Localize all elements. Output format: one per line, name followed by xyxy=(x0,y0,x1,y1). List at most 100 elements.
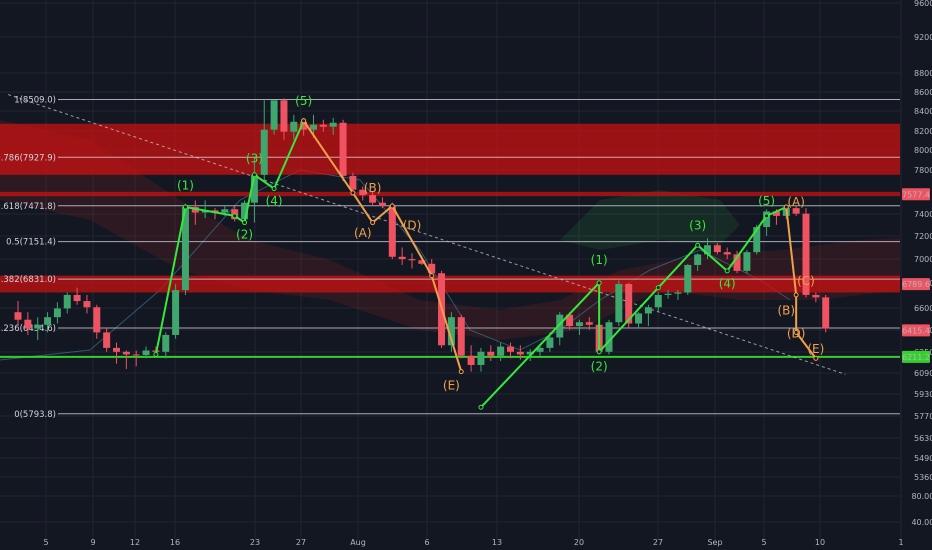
candle-body[interactable] xyxy=(763,211,771,228)
candle-body[interactable] xyxy=(24,319,32,329)
candle-body[interactable] xyxy=(644,307,652,314)
price-tag xyxy=(902,188,930,201)
impulse-wave-pivot xyxy=(695,242,701,248)
candle-body[interactable] xyxy=(743,252,751,271)
candle-body[interactable] xyxy=(772,211,780,216)
candle-body[interactable] xyxy=(566,314,574,327)
correction-wave-label: (A) xyxy=(354,226,372,240)
candle-body[interactable] xyxy=(73,294,81,302)
y-axis-tick: 6600.0 xyxy=(914,304,932,313)
price-tag-label: 6789.6 xyxy=(902,280,930,289)
candle-body[interactable] xyxy=(290,121,298,132)
candle-body[interactable] xyxy=(122,351,130,355)
candle-body[interactable] xyxy=(113,347,120,352)
candle-body[interactable] xyxy=(408,259,416,261)
candle-body[interactable] xyxy=(447,317,455,346)
candle-body[interactable] xyxy=(605,322,613,352)
candle-body[interactable] xyxy=(14,312,22,320)
y-axis-tick: 9600.0 xyxy=(914,0,932,8)
candle-body[interactable] xyxy=(428,263,436,274)
candle-body[interactable] xyxy=(142,350,150,356)
candle-body[interactable] xyxy=(556,314,564,338)
candle-body[interactable] xyxy=(369,195,377,203)
y-axis-tick: 8000.0 xyxy=(914,146,932,155)
candle-body[interactable] xyxy=(625,284,633,324)
candle-body[interactable] xyxy=(359,189,367,196)
candle-body[interactable] xyxy=(132,354,140,356)
candle-body[interactable] xyxy=(654,294,662,308)
resistance-zones xyxy=(0,123,900,358)
candle-body[interactable] xyxy=(546,337,554,348)
candle-body[interactable] xyxy=(300,121,308,130)
fib-label: 1(8509.0) xyxy=(14,95,56,105)
y-axis-tick: 5930.0 xyxy=(914,390,932,399)
candles[interactable] xyxy=(14,98,830,372)
impulse-wave-label: (4) xyxy=(719,277,736,291)
candle-body[interactable] xyxy=(93,307,101,333)
candle-body[interactable] xyxy=(723,252,731,255)
candle-body[interactable] xyxy=(822,297,830,329)
candle-body[interactable] xyxy=(467,355,475,365)
x-axis[interactable]: 5 9 12 16 23 27 Aug 6 13 20 27 Sep 5 10 1 xyxy=(43,538,903,547)
candle-body[interactable] xyxy=(280,100,288,132)
candle-body[interactable] xyxy=(753,227,761,253)
price-tag-label: 6415.4 xyxy=(902,326,930,335)
candle-body[interactable] xyxy=(477,351,485,365)
candle-body[interactable] xyxy=(260,129,268,175)
candle-body[interactable] xyxy=(664,293,672,295)
impulse-wave-label: (1) xyxy=(591,253,608,267)
candle-body[interactable] xyxy=(34,324,42,329)
y-axis[interactable]: 9600.0 9200.0 8800.0 8600.0 8400.0 8200.0 8000… xyxy=(911,0,932,527)
candle-body[interactable] xyxy=(615,284,623,323)
candle-body[interactable] xyxy=(250,174,258,203)
candle-body[interactable] xyxy=(63,294,71,309)
candle-body[interactable] xyxy=(792,208,800,214)
candle-body[interactable] xyxy=(526,351,534,355)
candle-body[interactable] xyxy=(487,351,495,356)
candle-body[interactable] xyxy=(516,351,524,355)
candle-body[interactable] xyxy=(181,207,189,291)
candle-body[interactable] xyxy=(713,245,721,253)
impulse-wave-label: (4) xyxy=(266,194,283,208)
candle-body[interactable] xyxy=(310,124,317,130)
candle-body[interactable] xyxy=(575,322,583,327)
candle-body[interactable] xyxy=(694,254,702,265)
fib-label: 0.382(6831.0) xyxy=(0,275,56,285)
fib-label: 0.786(7927.9) xyxy=(0,153,56,163)
candle-body[interactable] xyxy=(53,308,61,318)
impulse-wave-label: (1) xyxy=(177,179,194,193)
candle-body[interactable] xyxy=(457,317,465,356)
candle-body[interactable] xyxy=(536,347,544,352)
candle-body[interactable] xyxy=(349,175,357,190)
candle-body[interactable] xyxy=(507,346,514,352)
candle-body[interactable] xyxy=(339,122,347,176)
candle-body[interactable] xyxy=(388,205,396,257)
candle-body[interactable] xyxy=(241,202,249,220)
candle-body[interactable] xyxy=(378,202,386,206)
candle-body[interactable] xyxy=(162,334,170,352)
candle-body[interactable] xyxy=(270,100,278,130)
candle-body[interactable] xyxy=(44,317,52,325)
candle-body[interactable] xyxy=(684,264,692,293)
candle-body[interactable] xyxy=(319,124,327,127)
candle-body[interactable] xyxy=(733,254,741,271)
candle-body[interactable] xyxy=(329,122,337,127)
candle-body[interactable] xyxy=(398,256,406,260)
candle-body[interactable] xyxy=(812,294,820,298)
correction-wave-pivot xyxy=(793,292,799,298)
candle-body[interactable] xyxy=(674,292,682,294)
candle-body[interactable] xyxy=(221,209,229,213)
candle-body[interactable] xyxy=(635,313,643,324)
candle-body[interactable] xyxy=(103,332,111,348)
correction-wave-pivot xyxy=(783,204,789,210)
candle-body[interactable] xyxy=(497,346,505,356)
candle-body[interactable] xyxy=(585,322,593,325)
candle-body[interactable] xyxy=(802,213,810,295)
candle-body[interactable] xyxy=(704,245,711,255)
y-axis-tick: 8200.0 xyxy=(914,127,932,136)
candle-body[interactable] xyxy=(172,290,180,335)
candle-body[interactable] xyxy=(83,301,91,308)
candle-body[interactable] xyxy=(418,260,426,264)
